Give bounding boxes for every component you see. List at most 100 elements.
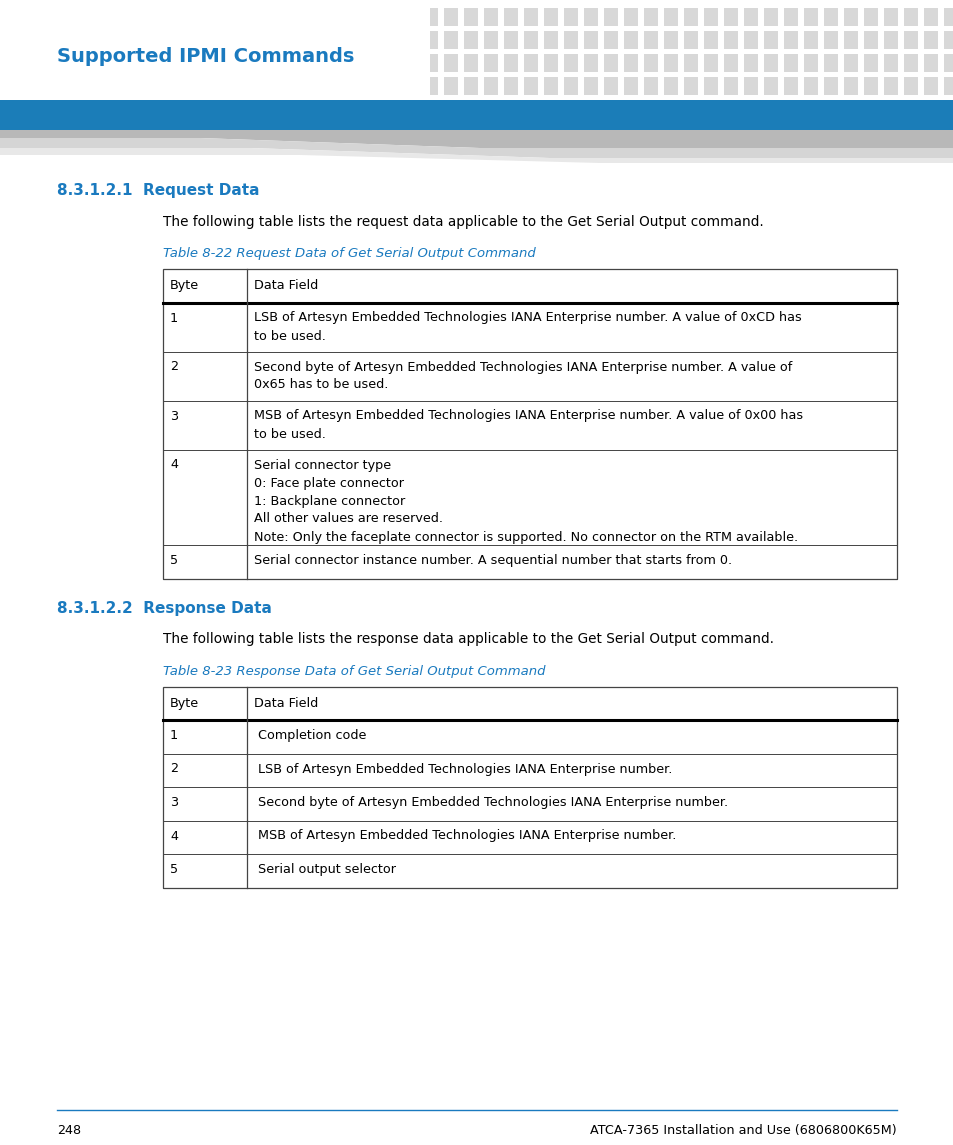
Bar bbox=[803, 54, 817, 72]
Bar bbox=[743, 77, 758, 95]
Bar bbox=[743, 8, 758, 26]
Bar bbox=[943, 54, 953, 72]
Bar bbox=[423, 54, 437, 72]
Bar bbox=[244, 8, 257, 26]
Bar bbox=[224, 54, 237, 72]
Bar bbox=[244, 54, 257, 72]
Bar bbox=[743, 31, 758, 49]
Bar bbox=[124, 54, 138, 72]
Bar bbox=[24, 8, 38, 26]
Bar bbox=[623, 77, 638, 95]
Bar bbox=[124, 77, 138, 95]
Bar bbox=[423, 8, 437, 26]
Bar bbox=[304, 77, 317, 95]
Bar bbox=[483, 31, 497, 49]
Bar bbox=[64, 8, 78, 26]
Polygon shape bbox=[0, 139, 953, 158]
Bar bbox=[903, 77, 917, 95]
Bar bbox=[503, 77, 517, 95]
Text: 2: 2 bbox=[170, 763, 178, 775]
Text: 4: 4 bbox=[170, 458, 178, 472]
Bar bbox=[184, 31, 198, 49]
Bar bbox=[523, 8, 537, 26]
Bar bbox=[563, 77, 578, 95]
Bar bbox=[483, 54, 497, 72]
Bar bbox=[943, 31, 953, 49]
Bar bbox=[603, 54, 618, 72]
Bar bbox=[324, 8, 337, 26]
Bar bbox=[224, 8, 237, 26]
Bar bbox=[364, 8, 377, 26]
Bar bbox=[823, 8, 837, 26]
Bar bbox=[443, 77, 457, 95]
Bar bbox=[843, 77, 857, 95]
Bar bbox=[344, 77, 357, 95]
Bar bbox=[24, 31, 38, 49]
Text: 2: 2 bbox=[170, 361, 178, 373]
Bar bbox=[204, 31, 218, 49]
Bar bbox=[503, 54, 517, 72]
Bar bbox=[24, 54, 38, 72]
Bar bbox=[763, 8, 778, 26]
Bar bbox=[863, 31, 877, 49]
Bar bbox=[284, 8, 297, 26]
Bar bbox=[863, 54, 877, 72]
Bar bbox=[643, 54, 658, 72]
Bar bbox=[443, 54, 457, 72]
Bar bbox=[783, 31, 797, 49]
Bar bbox=[443, 8, 457, 26]
Bar bbox=[863, 8, 877, 26]
Bar bbox=[523, 54, 537, 72]
Text: 8.3.1.2.2  Response Data: 8.3.1.2.2 Response Data bbox=[57, 600, 272, 616]
Bar bbox=[204, 8, 218, 26]
Bar bbox=[843, 54, 857, 72]
Bar bbox=[663, 8, 678, 26]
Bar bbox=[583, 8, 598, 26]
Bar bbox=[144, 77, 158, 95]
Bar bbox=[164, 8, 178, 26]
Bar bbox=[463, 8, 477, 26]
Bar bbox=[903, 31, 917, 49]
Bar bbox=[923, 77, 937, 95]
Bar bbox=[164, 54, 178, 72]
Bar bbox=[643, 31, 658, 49]
Bar bbox=[663, 31, 678, 49]
Bar bbox=[264, 31, 277, 49]
Bar bbox=[244, 77, 257, 95]
Bar bbox=[264, 8, 277, 26]
Text: ATCA-7365 Installation and Use (6806800K65M): ATCA-7365 Installation and Use (6806800K… bbox=[590, 1124, 896, 1137]
Bar bbox=[463, 54, 477, 72]
Bar bbox=[44, 31, 58, 49]
Bar bbox=[583, 54, 598, 72]
Bar bbox=[723, 8, 738, 26]
Bar bbox=[943, 8, 953, 26]
Bar bbox=[663, 54, 678, 72]
Text: 5: 5 bbox=[170, 863, 178, 876]
Bar bbox=[903, 54, 917, 72]
Bar bbox=[703, 8, 718, 26]
Bar bbox=[883, 31, 897, 49]
Bar bbox=[84, 8, 98, 26]
Text: Serial connector type
0: Face plate connector
1: Backplane connector
All other v: Serial connector type 0: Face plate conn… bbox=[254, 458, 798, 544]
Text: MSB of Artesyn Embedded Technologies IANA Enterprise number.: MSB of Artesyn Embedded Technologies IAN… bbox=[254, 829, 676, 843]
Bar bbox=[863, 77, 877, 95]
Text: MSB of Artesyn Embedded Technologies IANA Enterprise number. A value of 0x00 has: MSB of Artesyn Embedded Technologies IAN… bbox=[254, 410, 802, 441]
Text: Second byte of Artesyn Embedded Technologies IANA Enterprise number.: Second byte of Artesyn Embedded Technolo… bbox=[254, 796, 728, 810]
Bar bbox=[4, 8, 18, 26]
Bar bbox=[723, 31, 738, 49]
Text: LSB of Artesyn Embedded Technologies IANA Enterprise number.: LSB of Artesyn Embedded Technologies IAN… bbox=[254, 763, 672, 775]
Bar bbox=[163, 269, 896, 578]
Text: The following table lists the response data applicable to the Get Serial Output : The following table lists the response d… bbox=[163, 632, 773, 647]
Bar bbox=[403, 54, 417, 72]
Bar bbox=[903, 8, 917, 26]
Bar bbox=[4, 54, 18, 72]
Bar bbox=[24, 77, 38, 95]
Bar bbox=[4, 77, 18, 95]
Bar bbox=[324, 54, 337, 72]
Bar bbox=[823, 77, 837, 95]
Bar bbox=[144, 54, 158, 72]
Bar bbox=[683, 31, 698, 49]
Bar bbox=[743, 54, 758, 72]
Bar bbox=[803, 8, 817, 26]
Bar bbox=[364, 31, 377, 49]
